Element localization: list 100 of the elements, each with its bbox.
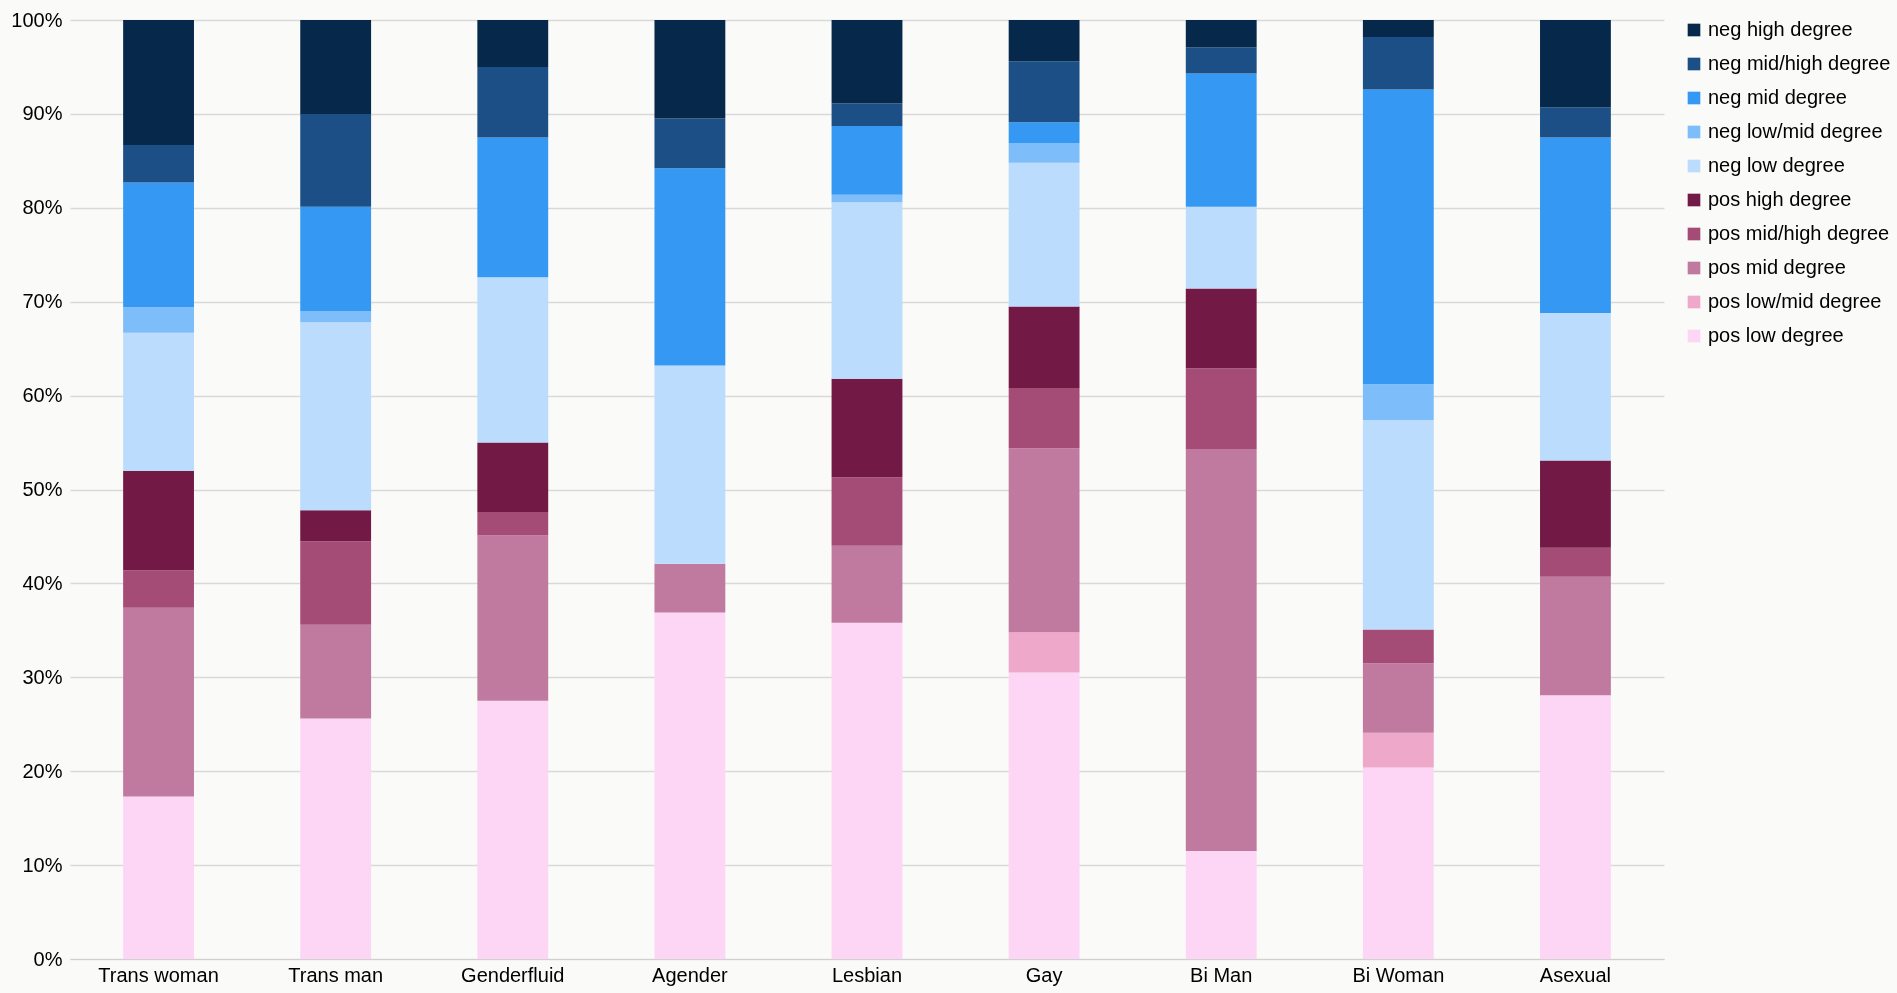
bar <box>123 144 194 183</box>
y-tick-label: 70% <box>22 290 63 313</box>
bar <box>123 796 194 959</box>
bar <box>477 512 549 536</box>
y-tick-label: 40% <box>22 571 63 594</box>
bar <box>1540 547 1611 577</box>
legend-label: neg mid degree <box>1708 86 1847 108</box>
bar <box>1185 206 1257 289</box>
y-tick-label: 50% <box>22 478 63 500</box>
bar <box>477 535 549 701</box>
bar <box>1008 388 1080 449</box>
bar <box>300 206 372 312</box>
legend-label: neg low/mid degree <box>1708 120 1883 142</box>
y-tick-label: 90% <box>22 102 63 125</box>
bar <box>1008 61 1080 123</box>
bar <box>831 20 903 104</box>
bar <box>1540 137 1611 313</box>
bar <box>1362 732 1434 768</box>
bar <box>477 137 549 278</box>
bar <box>300 20 372 114</box>
bar <box>123 307 194 333</box>
legend-label: pos mid/high degree <box>1708 222 1890 244</box>
bar <box>1185 288 1257 369</box>
y-tick-label: 0% <box>33 947 63 970</box>
bar <box>1540 20 1611 108</box>
bar <box>300 624 372 719</box>
x-tick-label: Agender <box>652 963 729 986</box>
bar <box>831 378 903 478</box>
legend-label: pos high degree <box>1708 188 1852 210</box>
bar <box>1362 767 1434 959</box>
bar <box>477 442 549 513</box>
y-tick-label: 20% <box>22 759 63 782</box>
bar <box>1185 73 1257 207</box>
bar <box>300 510 372 542</box>
bar <box>123 332 194 471</box>
bar <box>1185 368 1257 450</box>
bar <box>1362 384 1434 421</box>
bar <box>123 570 194 608</box>
x-tick-label: Bi Woman <box>1352 963 1445 986</box>
bar <box>1185 47 1257 74</box>
bar <box>300 322 372 511</box>
y-tick-label: 30% <box>22 665 63 688</box>
bar <box>1185 449 1257 852</box>
bar <box>831 194 903 203</box>
bar <box>654 612 726 959</box>
bar <box>300 113 372 207</box>
bar <box>1362 420 1434 630</box>
bar <box>831 622 903 959</box>
bar <box>654 118 726 169</box>
bar <box>654 20 726 119</box>
bar <box>1540 695 1611 959</box>
bar <box>1008 20 1080 62</box>
x-tick-label: Gay <box>1025 963 1063 986</box>
x-tick-label: Bi Man <box>1190 963 1253 986</box>
bar <box>1362 89 1434 385</box>
bar <box>300 718 372 959</box>
bar <box>831 126 903 195</box>
bar <box>1008 448 1080 633</box>
bar <box>831 103 903 127</box>
bar <box>654 563 726 613</box>
bar <box>1362 36 1434 90</box>
bar <box>1008 672 1080 959</box>
legend-label: neg mid/high degree <box>1708 52 1891 74</box>
y-tick-label: 10% <box>22 853 63 876</box>
legend-label: pos low degree <box>1708 324 1844 346</box>
bar <box>654 168 726 366</box>
bar <box>1008 162 1080 307</box>
bar <box>1185 20 1257 48</box>
legend-label: pos low/mid degree <box>1708 290 1882 312</box>
bar <box>1540 312 1611 461</box>
bar <box>300 541 372 625</box>
bar <box>1540 107 1611 138</box>
x-tick-label: Trans man <box>288 963 384 986</box>
bar <box>1008 122 1080 144</box>
bar <box>477 66 549 138</box>
y-tick-label: 60% <box>22 384 63 407</box>
bar <box>831 477 903 546</box>
bar <box>1008 306 1080 389</box>
y-tick-label: 100% <box>11 8 63 31</box>
bar <box>123 470 194 571</box>
x-tick-label: Genderfluid <box>461 963 565 986</box>
bar <box>654 365 726 564</box>
bar <box>1185 851 1257 959</box>
x-tick-label: Trans woman <box>98 963 219 986</box>
bar <box>1540 576 1611 696</box>
bar <box>1008 143 1080 163</box>
legend-label: neg low degree <box>1708 154 1845 176</box>
bar <box>1362 20 1434 37</box>
bar <box>123 20 194 145</box>
bar <box>1008 632 1080 673</box>
bar <box>123 182 194 308</box>
bar <box>1362 663 1434 733</box>
x-tick-label: Asexual <box>1539 963 1612 986</box>
bar <box>300 311 372 323</box>
bar <box>477 700 549 959</box>
bar <box>1540 460 1611 548</box>
legend-label: neg high degree <box>1708 18 1853 40</box>
bar <box>123 607 194 797</box>
y-tick-label: 80% <box>22 196 63 219</box>
bar <box>477 20 549 67</box>
